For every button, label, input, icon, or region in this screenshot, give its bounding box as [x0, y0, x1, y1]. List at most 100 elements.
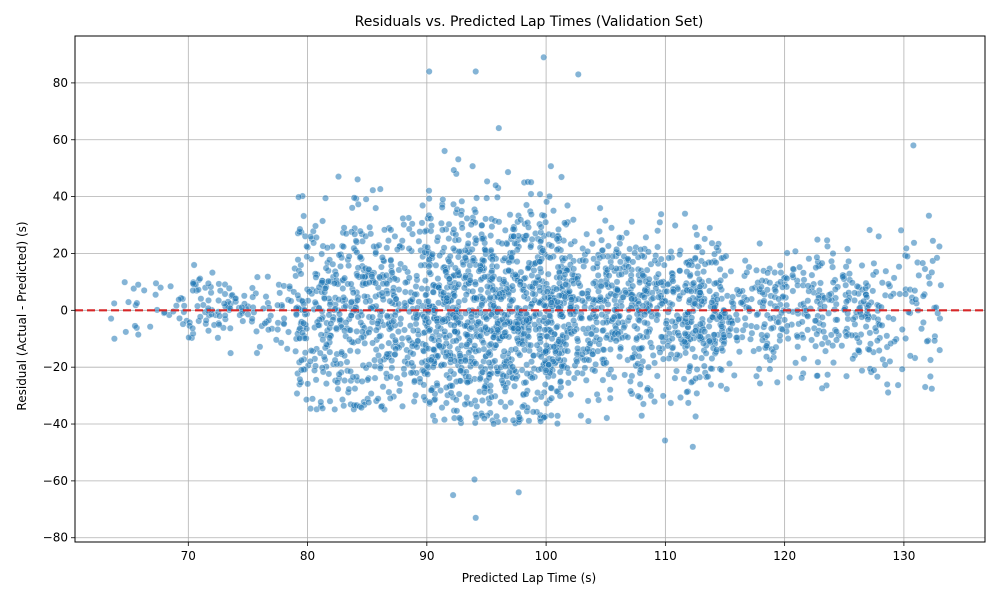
- data-point: [616, 240, 624, 248]
- data-point: [777, 278, 784, 286]
- data-point: [350, 194, 358, 202]
- data-point: [345, 262, 353, 270]
- data-point: [581, 364, 589, 372]
- data-point: [776, 332, 784, 340]
- data-point: [465, 231, 473, 239]
- data-point: [377, 357, 385, 365]
- data-point: [287, 297, 295, 305]
- data-point: [564, 347, 572, 355]
- data-point: [628, 295, 636, 303]
- data-point: [334, 378, 341, 386]
- data-point: [383, 244, 391, 252]
- data-point: [829, 250, 837, 257]
- data-point: [376, 332, 383, 340]
- data-point: [607, 366, 615, 374]
- data-point: [398, 335, 406, 342]
- data-point: [401, 326, 408, 334]
- data-point: [461, 356, 469, 364]
- data-point: [479, 368, 486, 376]
- data-point: [553, 246, 561, 254]
- data-point: [216, 287, 224, 295]
- data-point: [636, 279, 644, 286]
- data-point: [332, 324, 340, 332]
- data-point: [550, 207, 557, 215]
- data-point: [285, 328, 292, 336]
- data-point: [858, 262, 866, 269]
- data-point: [543, 288, 551, 296]
- data-point: [522, 378, 530, 386]
- data-point: [157, 284, 165, 292]
- data-point: [748, 285, 756, 293]
- data-point: [480, 388, 488, 396]
- data-point: [919, 259, 927, 267]
- data-point: [292, 347, 300, 355]
- data-point: [238, 303, 246, 311]
- data-point: [485, 359, 493, 367]
- data-point: [811, 317, 819, 325]
- data-point: [775, 318, 783, 326]
- data-point: [472, 360, 480, 368]
- y-tick-label: 20: [53, 246, 68, 260]
- data-point: [236, 311, 244, 319]
- data-point: [689, 443, 697, 451]
- data-point: [662, 320, 670, 327]
- data-point: [820, 303, 828, 311]
- data-point: [347, 280, 355, 288]
- data-point: [890, 274, 898, 282]
- data-point: [865, 301, 873, 309]
- data-point: [838, 342, 846, 350]
- data-point: [134, 281, 142, 289]
- data-point: [409, 350, 417, 358]
- data-point: [556, 274, 564, 282]
- data-point: [492, 181, 500, 189]
- data-point: [578, 350, 586, 358]
- data-point: [472, 68, 480, 75]
- data-point: [829, 278, 837, 286]
- data-point: [798, 374, 806, 382]
- x-axis-ticks: 70 80 90 100 110 120 130: [181, 542, 915, 563]
- data-point: [536, 334, 544, 342]
- data-point: [764, 269, 772, 277]
- data-point: [708, 355, 716, 362]
- data-point: [712, 259, 720, 267]
- data-point: [831, 285, 839, 293]
- data-point: [624, 333, 632, 341]
- data-point: [684, 399, 692, 407]
- data-point: [354, 200, 362, 208]
- data-point: [487, 382, 494, 390]
- data-point: [783, 275, 791, 282]
- data-point: [428, 335, 436, 343]
- data-point: [773, 378, 781, 386]
- data-point: [425, 268, 433, 276]
- data-points: [107, 53, 945, 522]
- data-point: [107, 315, 115, 323]
- data-point: [735, 348, 743, 356]
- data-point: [658, 300, 666, 308]
- data-point: [696, 289, 704, 297]
- data-point: [467, 221, 475, 229]
- data-point: [608, 224, 615, 232]
- data-point: [727, 267, 735, 275]
- data-point: [591, 367, 599, 375]
- data-point: [505, 368, 513, 376]
- data-point: [388, 364, 396, 372]
- data-point: [439, 196, 447, 203]
- data-point: [829, 263, 837, 271]
- data-point: [875, 347, 883, 354]
- data-point: [641, 319, 649, 327]
- data-point: [605, 272, 613, 280]
- data-point: [309, 395, 316, 403]
- data-point: [641, 286, 649, 294]
- data-point: [599, 376, 607, 384]
- data-point: [531, 321, 539, 329]
- data-point: [395, 387, 403, 395]
- data-point: [784, 335, 792, 343]
- data-point: [347, 298, 355, 306]
- data-point: [700, 362, 708, 370]
- data-point: [475, 318, 482, 326]
- data-point: [885, 280, 892, 288]
- data-point: [849, 355, 857, 363]
- data-point: [527, 243, 535, 251]
- data-point: [216, 312, 224, 320]
- data-point: [404, 334, 412, 342]
